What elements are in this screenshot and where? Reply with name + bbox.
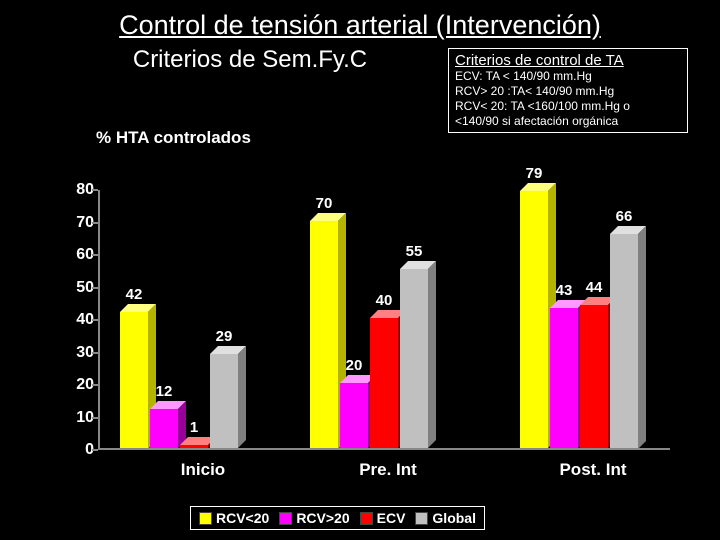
legend-swatch	[279, 512, 292, 525]
bar-front	[520, 191, 548, 448]
bar: 79	[520, 191, 548, 448]
bar: 40	[370, 318, 398, 448]
legend-label: Global	[432, 510, 476, 526]
bar-front	[120, 312, 148, 449]
bar-value-label: 29	[204, 328, 244, 345]
criteria-box: Criterios de control de TA ECV: TA < 140…	[448, 48, 688, 133]
y-tick-label: 80	[50, 181, 94, 199]
subtitle: Criterios de Sem.Fy.C	[90, 46, 410, 74]
y-tick-label: 40	[50, 311, 94, 329]
legend-swatch	[199, 512, 212, 525]
bar-front	[400, 269, 428, 448]
y-axis-label: % HTA controlados	[96, 128, 251, 148]
y-tick-label: 30	[50, 344, 94, 362]
legend-label: ECV	[377, 510, 406, 526]
x-axis-label: Inicio	[153, 460, 253, 480]
bar: 20	[340, 383, 368, 448]
bar: 43	[550, 308, 578, 448]
bar-front	[310, 221, 338, 449]
y-tick-label: 20	[50, 376, 94, 394]
bar-value-label: 79	[514, 165, 554, 182]
bar-front	[550, 308, 578, 448]
y-tick-mark	[92, 417, 98, 419]
legend-label: RCV<20	[216, 510, 269, 526]
legend-swatch	[415, 512, 428, 525]
bar-front	[180, 445, 208, 448]
bar-side	[428, 261, 436, 448]
bar-side	[238, 346, 246, 448]
bar-value-label: 40	[364, 292, 404, 309]
criteria-line: RCV> 20 :TA< 140/90 mm.Hg	[455, 84, 681, 99]
y-tick-label: 10	[50, 409, 94, 427]
legend-label: RCV>20	[296, 510, 349, 526]
legend-swatch	[360, 512, 373, 525]
legend-item: RCV<20	[199, 510, 269, 526]
bar: 29	[210, 354, 238, 448]
bar-value-label: 42	[114, 286, 154, 303]
bar: 44	[580, 305, 608, 448]
x-axis-label: Pre. Int	[338, 460, 438, 480]
y-tick-mark	[92, 319, 98, 321]
legend: RCV<20 RCV>20 ECV Global	[190, 506, 485, 530]
bar: 42	[120, 312, 148, 449]
bar-front	[610, 234, 638, 449]
criteria-line: <140/90 si afectación orgánica	[455, 114, 681, 129]
bar-front	[340, 383, 368, 448]
criteria-line: RCV< 20: TA <160/100 mm.Hg o	[455, 99, 681, 114]
y-tick-mark	[92, 189, 98, 191]
bar-value-label: 1	[174, 419, 214, 436]
bar-chart: 42121297020405579434466 0102030405060708…	[50, 190, 670, 490]
bar-value-label: 44	[574, 279, 614, 296]
criteria-line: ECV: TA < 140/90 mm.Hg	[455, 69, 681, 84]
y-tick-label: 60	[50, 246, 94, 264]
plot-area: 42121297020405579434466	[98, 190, 670, 450]
y-tick-label: 0	[50, 441, 94, 459]
legend-item: RCV>20	[279, 510, 349, 526]
bar-front	[370, 318, 398, 448]
bar: 1	[180, 445, 208, 448]
bar: 55	[400, 269, 428, 448]
y-tick-mark	[92, 254, 98, 256]
bar-front	[580, 305, 608, 448]
bar-value-label: 12	[144, 383, 184, 400]
y-tick-mark	[92, 449, 98, 451]
bar-side	[638, 226, 646, 449]
bar-value-label: 66	[604, 208, 644, 225]
bar: 70	[310, 221, 338, 449]
bar-value-label: 70	[304, 195, 344, 212]
bar-value-label: 55	[394, 243, 434, 260]
bar-value-label: 20	[334, 357, 374, 374]
criteria-box-title: Criterios de control de TA	[455, 52, 681, 69]
bar: 66	[610, 234, 638, 449]
legend-item: Global	[415, 510, 476, 526]
x-axis-label: Post. Int	[543, 460, 643, 480]
y-tick-mark	[92, 222, 98, 224]
y-tick-label: 50	[50, 279, 94, 297]
y-tick-mark	[92, 384, 98, 386]
page-title: Control de tensión arterial (Intervenció…	[0, 10, 720, 41]
bar-front	[210, 354, 238, 448]
y-tick-mark	[92, 352, 98, 354]
y-tick-mark	[92, 287, 98, 289]
legend-item: ECV	[360, 510, 406, 526]
y-tick-label: 70	[50, 214, 94, 232]
